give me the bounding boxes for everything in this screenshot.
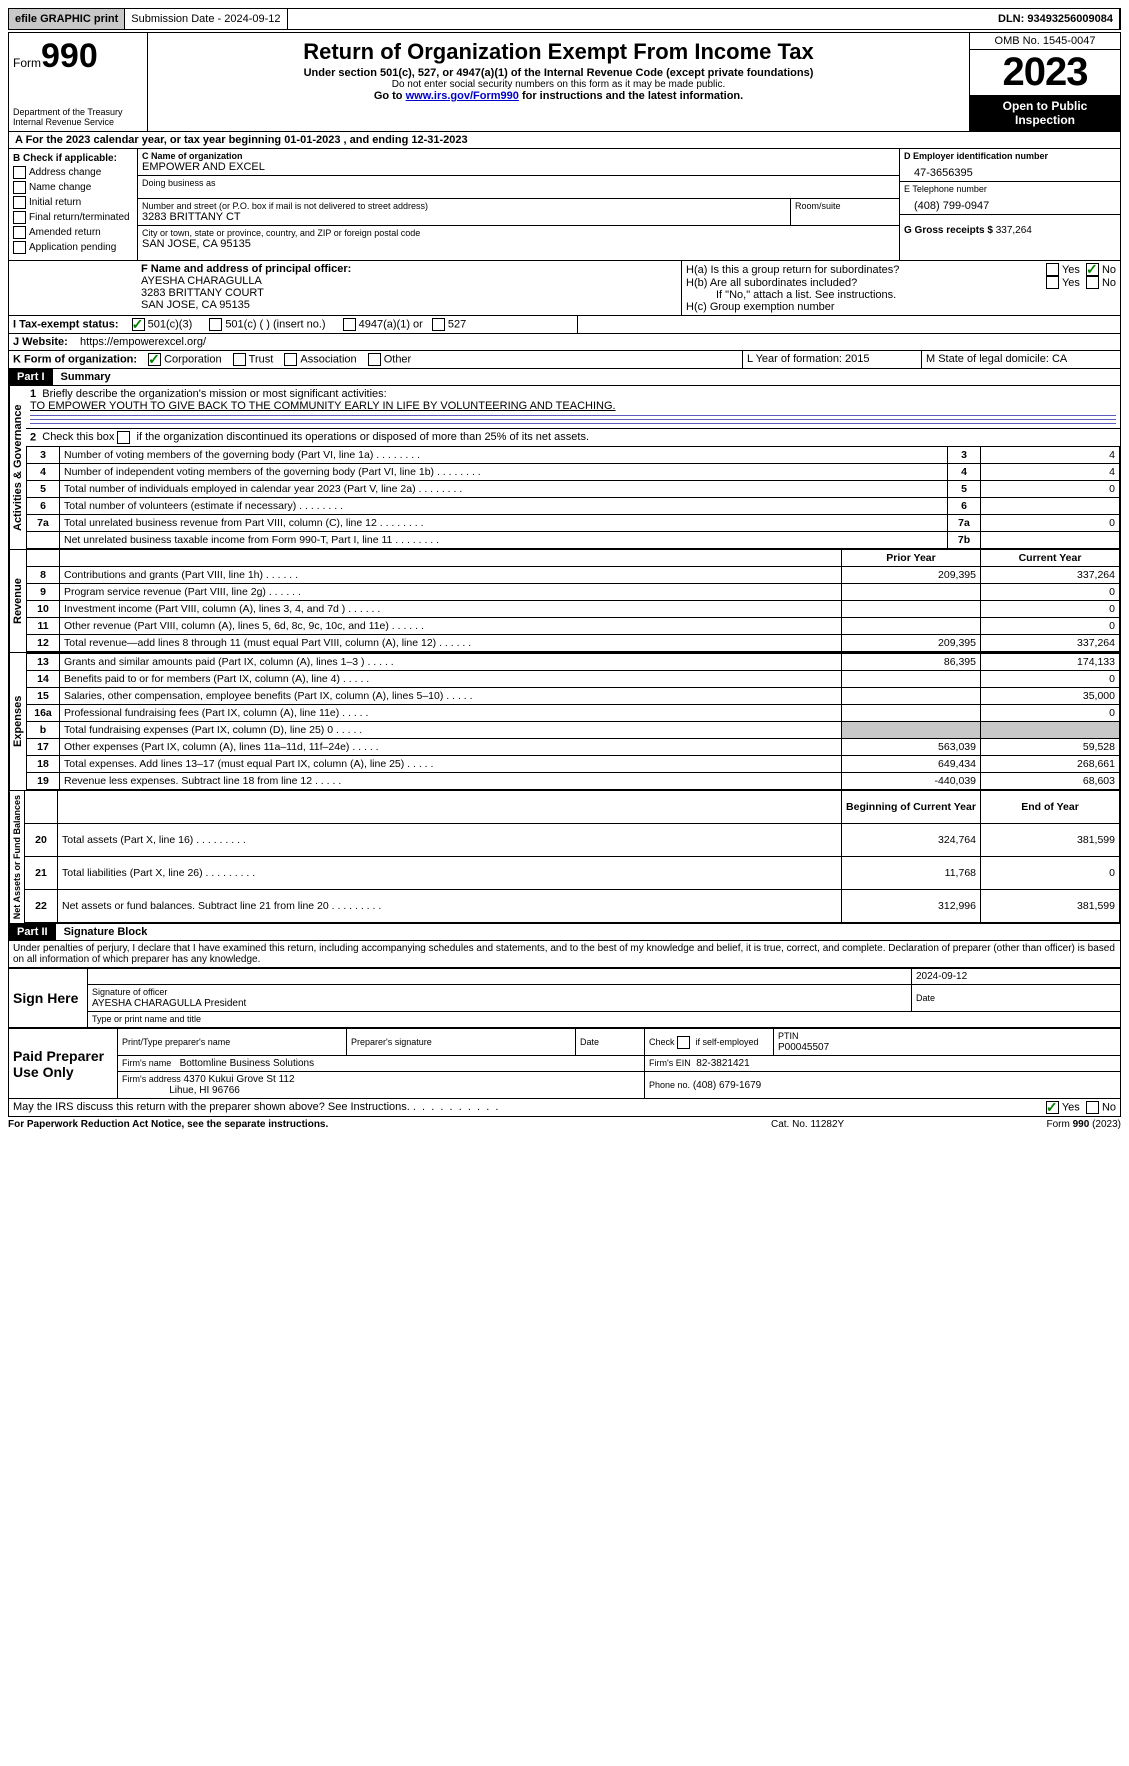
part1-side-revenue: Revenue xyxy=(9,550,26,652)
section-b-title: B Check if applicable: xyxy=(13,153,133,164)
footer-form: Form 990 (2023) xyxy=(971,1119,1121,1130)
ein: 47-3656395 xyxy=(904,161,1116,179)
part1-table-c: 13Grants and similar amounts paid (Part … xyxy=(26,653,1120,790)
form-number: Form990 xyxy=(13,37,143,76)
subtitle-2: Do not enter social security numbers on … xyxy=(152,79,965,90)
cb-501c3[interactable] xyxy=(132,318,145,331)
cb-501c[interactable] xyxy=(209,318,222,331)
top-bar: efile GRAPHIC print Submission Date - 20… xyxy=(8,8,1121,30)
part1-netassets: Net Assets or Fund Balances Beginning of… xyxy=(8,791,1121,924)
city: SAN JOSE, CA 95135 xyxy=(142,238,895,250)
section-b: B Check if applicable: Address change Na… xyxy=(9,149,138,260)
signature-table: Sign Here 2024-09-12 Signature of office… xyxy=(8,968,1121,1028)
mission-text: TO EMPOWER YOUTH TO GIVE BACK TO THE COM… xyxy=(30,400,616,412)
cb-hb-yes[interactable] xyxy=(1046,276,1059,289)
telephone: (408) 799-0947 xyxy=(904,194,1116,212)
street: 3283 BRITTANY CT xyxy=(142,211,786,223)
cb-assoc[interactable] xyxy=(284,353,297,366)
treasury-dept: Department of the Treasury Internal Reve… xyxy=(13,107,143,127)
subtitle-3: Go to www.irs.gov/Form990 for instructio… xyxy=(152,90,965,102)
officer-signature: Signature of officer AYESHA CHARAGULLA P… xyxy=(88,985,912,1012)
sign-here-label: Sign Here xyxy=(9,969,88,1028)
tax-year-line: A For the 2023 calendar year, or tax yea… xyxy=(9,132,474,148)
cb-discuss-yes[interactable] xyxy=(1046,1101,1059,1114)
part1-table-d: Beginning of Current Year End of Year 20… xyxy=(24,791,1120,923)
discuss-row: May the IRS discuss this return with the… xyxy=(8,1099,1121,1117)
part1-side-netassets: Net Assets or Fund Balances xyxy=(9,791,24,923)
ein-label: D Employer identification number xyxy=(904,151,1048,161)
declaration: Under penalties of perjury, I declare th… xyxy=(8,941,1121,968)
part1-revenue: Revenue Prior Year Current Year 8Contrib… xyxy=(8,550,1121,653)
org-name: EMPOWER AND EXCEL xyxy=(142,161,895,173)
preparer-table: Paid Preparer Use Only Print/Type prepar… xyxy=(8,1028,1121,1099)
cb-ha-yes[interactable] xyxy=(1046,263,1059,276)
city-label: City or town, state or province, country… xyxy=(142,228,895,238)
line2-text: Check this box if the organization disco… xyxy=(42,431,589,443)
part1-body: Activities & Governance 1 Briefly descri… xyxy=(8,386,1121,550)
section-d: D Employer identification number 47-3656… xyxy=(899,149,1120,260)
section-f: F Name and address of principal officer:… xyxy=(137,261,682,315)
paid-preparer-label: Paid Preparer Use Only xyxy=(9,1029,118,1099)
cb-amended[interactable] xyxy=(13,226,26,239)
part1-table-b: Prior Year Current Year 8Contributions a… xyxy=(26,550,1120,652)
cb-app-pending[interactable] xyxy=(13,241,26,254)
part1-table-a: 3Number of voting members of the governi… xyxy=(26,446,1120,549)
gross-label: G Gross receipts $ xyxy=(904,225,996,236)
form-title: Return of Organization Exempt From Incom… xyxy=(152,39,965,65)
org-name-label: C Name of organization xyxy=(142,151,895,161)
section-l: L Year of formation: 2015 xyxy=(743,351,922,368)
tel-label: E Telephone number xyxy=(904,184,1116,194)
cb-discontinued[interactable] xyxy=(117,431,130,444)
mission-label: Briefly describe the organization's miss… xyxy=(42,388,386,400)
submission-date: Submission Date - 2024-09-12 xyxy=(125,9,287,29)
cb-trust[interactable] xyxy=(233,353,246,366)
footer: For Paperwork Reduction Act Notice, see … xyxy=(8,1117,1121,1130)
cb-corp[interactable] xyxy=(148,353,161,366)
firm-addr1: 4370 Kukui Grove St 112 xyxy=(184,1074,295,1085)
section-c: C Name of organization EMPOWER AND EXCEL… xyxy=(138,149,899,260)
cb-hb-no[interactable] xyxy=(1086,276,1099,289)
website[interactable]: https://empowerexcel.org/ xyxy=(80,336,206,348)
form-header: Form990 Department of the Treasury Inter… xyxy=(8,32,1121,132)
section-j: J Website: https://empowerexcel.org/ xyxy=(9,334,1120,350)
section-h: H(a) Is this a group return for subordin… xyxy=(682,261,1120,315)
tax-year: 2023 xyxy=(970,50,1120,95)
cb-discuss-no[interactable] xyxy=(1086,1101,1099,1114)
cb-name-change[interactable] xyxy=(13,181,26,194)
inspection-label: Open to Public Inspection xyxy=(970,95,1120,131)
irs-link[interactable]: www.irs.gov/Form990 xyxy=(406,90,519,102)
cb-other[interactable] xyxy=(368,353,381,366)
cb-address-change[interactable] xyxy=(13,166,26,179)
omb-number: OMB No. 1545-0047 xyxy=(970,33,1120,50)
firm-addr2: Lihue, HI 96766 xyxy=(169,1085,240,1096)
section-k: K Form of organization: Corporation Trus… xyxy=(9,351,743,368)
part1-expenses: Expenses 13Grants and similar amounts pa… xyxy=(8,653,1121,791)
dba-label: Doing business as xyxy=(142,178,895,188)
cb-ha-no[interactable] xyxy=(1086,263,1099,276)
cb-initial-return[interactable] xyxy=(13,196,26,209)
firm-ein: 82-3821421 xyxy=(696,1058,749,1069)
cb-527[interactable] xyxy=(432,318,445,331)
part1-side-expenses: Expenses xyxy=(9,653,26,790)
dln: DLN: 93493256009084 xyxy=(992,9,1120,29)
part2-header: Part II Signature Block xyxy=(8,924,1121,941)
efile-label: efile GRAPHIC print xyxy=(9,9,125,29)
sig-date: 2024-09-12 xyxy=(912,969,1121,985)
part1-side-activities: Activities & Governance xyxy=(9,386,26,549)
section-i: I Tax-exempt status: 501(c)(3) 501(c) ( … xyxy=(9,316,578,333)
firm-phone: (408) 679-1679 xyxy=(693,1080,761,1091)
subtitle-1: Under section 501(c), 527, or 4947(a)(1)… xyxy=(152,67,965,79)
street-label: Number and street (or P.O. box if mail i… xyxy=(142,201,786,211)
cb-4947[interactable] xyxy=(343,318,356,331)
cb-self-employed[interactable] xyxy=(677,1036,690,1049)
cb-final-return[interactable] xyxy=(13,211,26,224)
ptin: P00045507 xyxy=(778,1042,829,1053)
gross-receipts: 337,264 xyxy=(996,225,1032,236)
part1-header: Part I Summary xyxy=(8,369,1121,386)
section-m: M State of legal domicile: CA xyxy=(922,351,1120,368)
room-label: Room/suite xyxy=(795,201,895,211)
firm-name: Bottomline Business Solutions xyxy=(180,1058,315,1069)
